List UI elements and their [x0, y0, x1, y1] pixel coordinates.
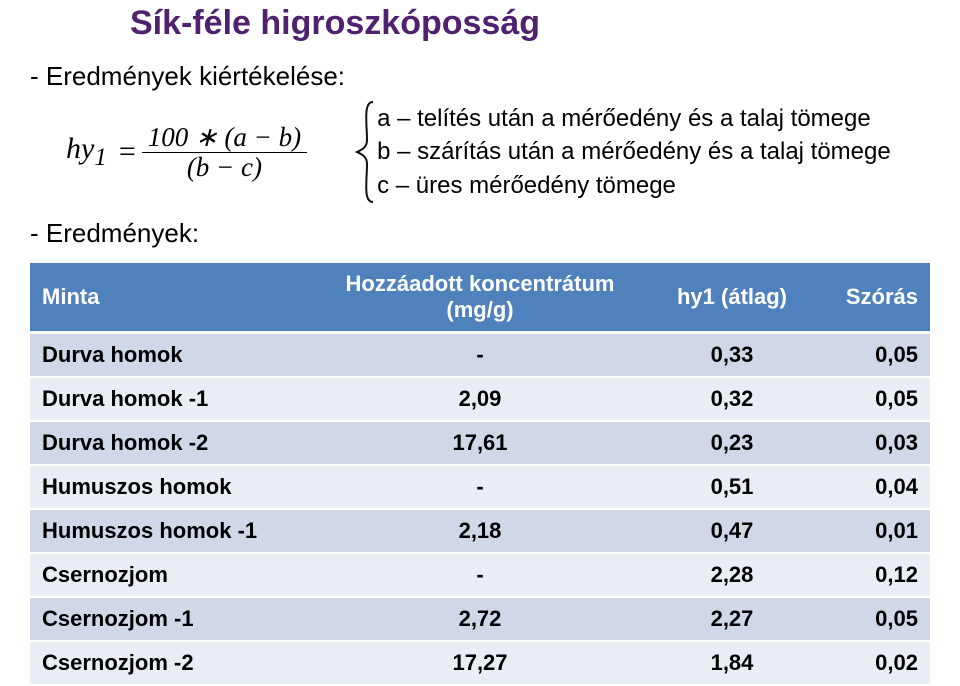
- cell-label: Humuszos homok -1: [30, 509, 300, 553]
- cell-sd: 0,02: [804, 641, 930, 685]
- table-row: Durva homok - 0,33 0,05: [30, 333, 930, 378]
- formula-denominator: (b − c): [181, 153, 268, 181]
- cell-sd: 0,05: [804, 377, 930, 421]
- cell-label: Humuszos homok: [30, 465, 300, 509]
- cell-label: Csernozjom -1: [30, 597, 300, 641]
- legend-line-c: c – üres mérőedény tömege: [377, 169, 891, 202]
- results-table: Minta Hozzáadott koncentrátum (mg/g) hy1…: [30, 263, 930, 686]
- equals-sign: =: [119, 135, 136, 169]
- table-row: Durva homok -1 2,09 0,32 0,05: [30, 377, 930, 421]
- brace-icon: [355, 100, 377, 204]
- formula-lhs: hy: [66, 132, 94, 165]
- col-header-konc: Hozzáadott koncentrátum (mg/g): [300, 263, 660, 333]
- table-row: Csernozjom -2 17,27 1,84 0,02: [30, 641, 930, 685]
- table-row: Durva homok -2 17,61 0,23 0,03: [30, 421, 930, 465]
- formula-hy1: hy1 = 100 ∗ (a − b) (b − c): [66, 123, 307, 181]
- table-row: Humuszos homok -1 2,18 0,47 0,01: [30, 509, 930, 553]
- cell-sd: 0,01: [804, 509, 930, 553]
- cell-hy1: 1,84: [660, 641, 804, 685]
- legend-text: a – telítés után a mérőedény és a talaj …: [377, 102, 891, 201]
- cell-sd: 0,05: [804, 333, 930, 378]
- cell-label: Csernozjom -2: [30, 641, 300, 685]
- legend-line-b: b – szárítás után a mérőedény és a talaj…: [377, 135, 891, 168]
- section-evaluation-label: - Eredmények kiértékelése:: [30, 61, 930, 92]
- table-row: Csernozjom - 2,28 0,12: [30, 553, 930, 597]
- slide-title: Sík-féle higroszkóposság: [30, 4, 930, 43]
- cell-conc: 2,72: [300, 597, 660, 641]
- cell-sd: 0,12: [804, 553, 930, 597]
- cell-conc: -: [300, 553, 660, 597]
- cell-hy1: 0,51: [660, 465, 804, 509]
- table-row: Humuszos homok - 0,51 0,04: [30, 465, 930, 509]
- table-header-row: Minta Hozzáadott koncentrátum (mg/g) hy1…: [30, 263, 930, 333]
- cell-hy1: 0,33: [660, 333, 804, 378]
- cell-label: Durva homok -1: [30, 377, 300, 421]
- cell-hy1: 0,32: [660, 377, 804, 421]
- cell-conc: 2,18: [300, 509, 660, 553]
- legend-line-a: a – telítés után a mérőedény és a talaj …: [377, 102, 891, 135]
- cell-conc: 17,27: [300, 641, 660, 685]
- cell-hy1: 2,28: [660, 553, 804, 597]
- formula-fraction: 100 ∗ (a − b) (b − c): [142, 123, 307, 181]
- cell-label: Durva homok -2: [30, 421, 300, 465]
- cell-sd: 0,05: [804, 597, 930, 641]
- cell-label: Csernozjom: [30, 553, 300, 597]
- cell-hy1: 0,47: [660, 509, 804, 553]
- cell-label: Durva homok: [30, 333, 300, 378]
- cell-sd: 0,04: [804, 465, 930, 509]
- col-header-minta: Minta: [30, 263, 300, 333]
- table-body: Durva homok - 0,33 0,05 Durva homok -1 2…: [30, 333, 930, 686]
- cell-conc: 17,61: [300, 421, 660, 465]
- col-header-hy1: hy1 (átlag): [660, 263, 804, 333]
- legend-box: a – telítés után a mérőedény és a talaj …: [355, 100, 891, 204]
- col-header-szoras: Szórás: [804, 263, 930, 333]
- cell-conc: -: [300, 333, 660, 378]
- formula-numerator: 100 ∗ (a − b): [142, 123, 307, 152]
- cell-conc: -: [300, 465, 660, 509]
- section-results-label: - Eredmények:: [30, 218, 930, 249]
- cell-hy1: 2,27: [660, 597, 804, 641]
- table-row: Csernozjom -1 2,72 2,27 0,05: [30, 597, 930, 641]
- formula-lhs-sub: 1: [94, 144, 107, 171]
- cell-conc: 2,09: [300, 377, 660, 421]
- cell-hy1: 0,23: [660, 421, 804, 465]
- cell-sd: 0,03: [804, 421, 930, 465]
- formula-legend-row: hy1 = 100 ∗ (a − b) (b − c) a – telítés …: [30, 100, 930, 204]
